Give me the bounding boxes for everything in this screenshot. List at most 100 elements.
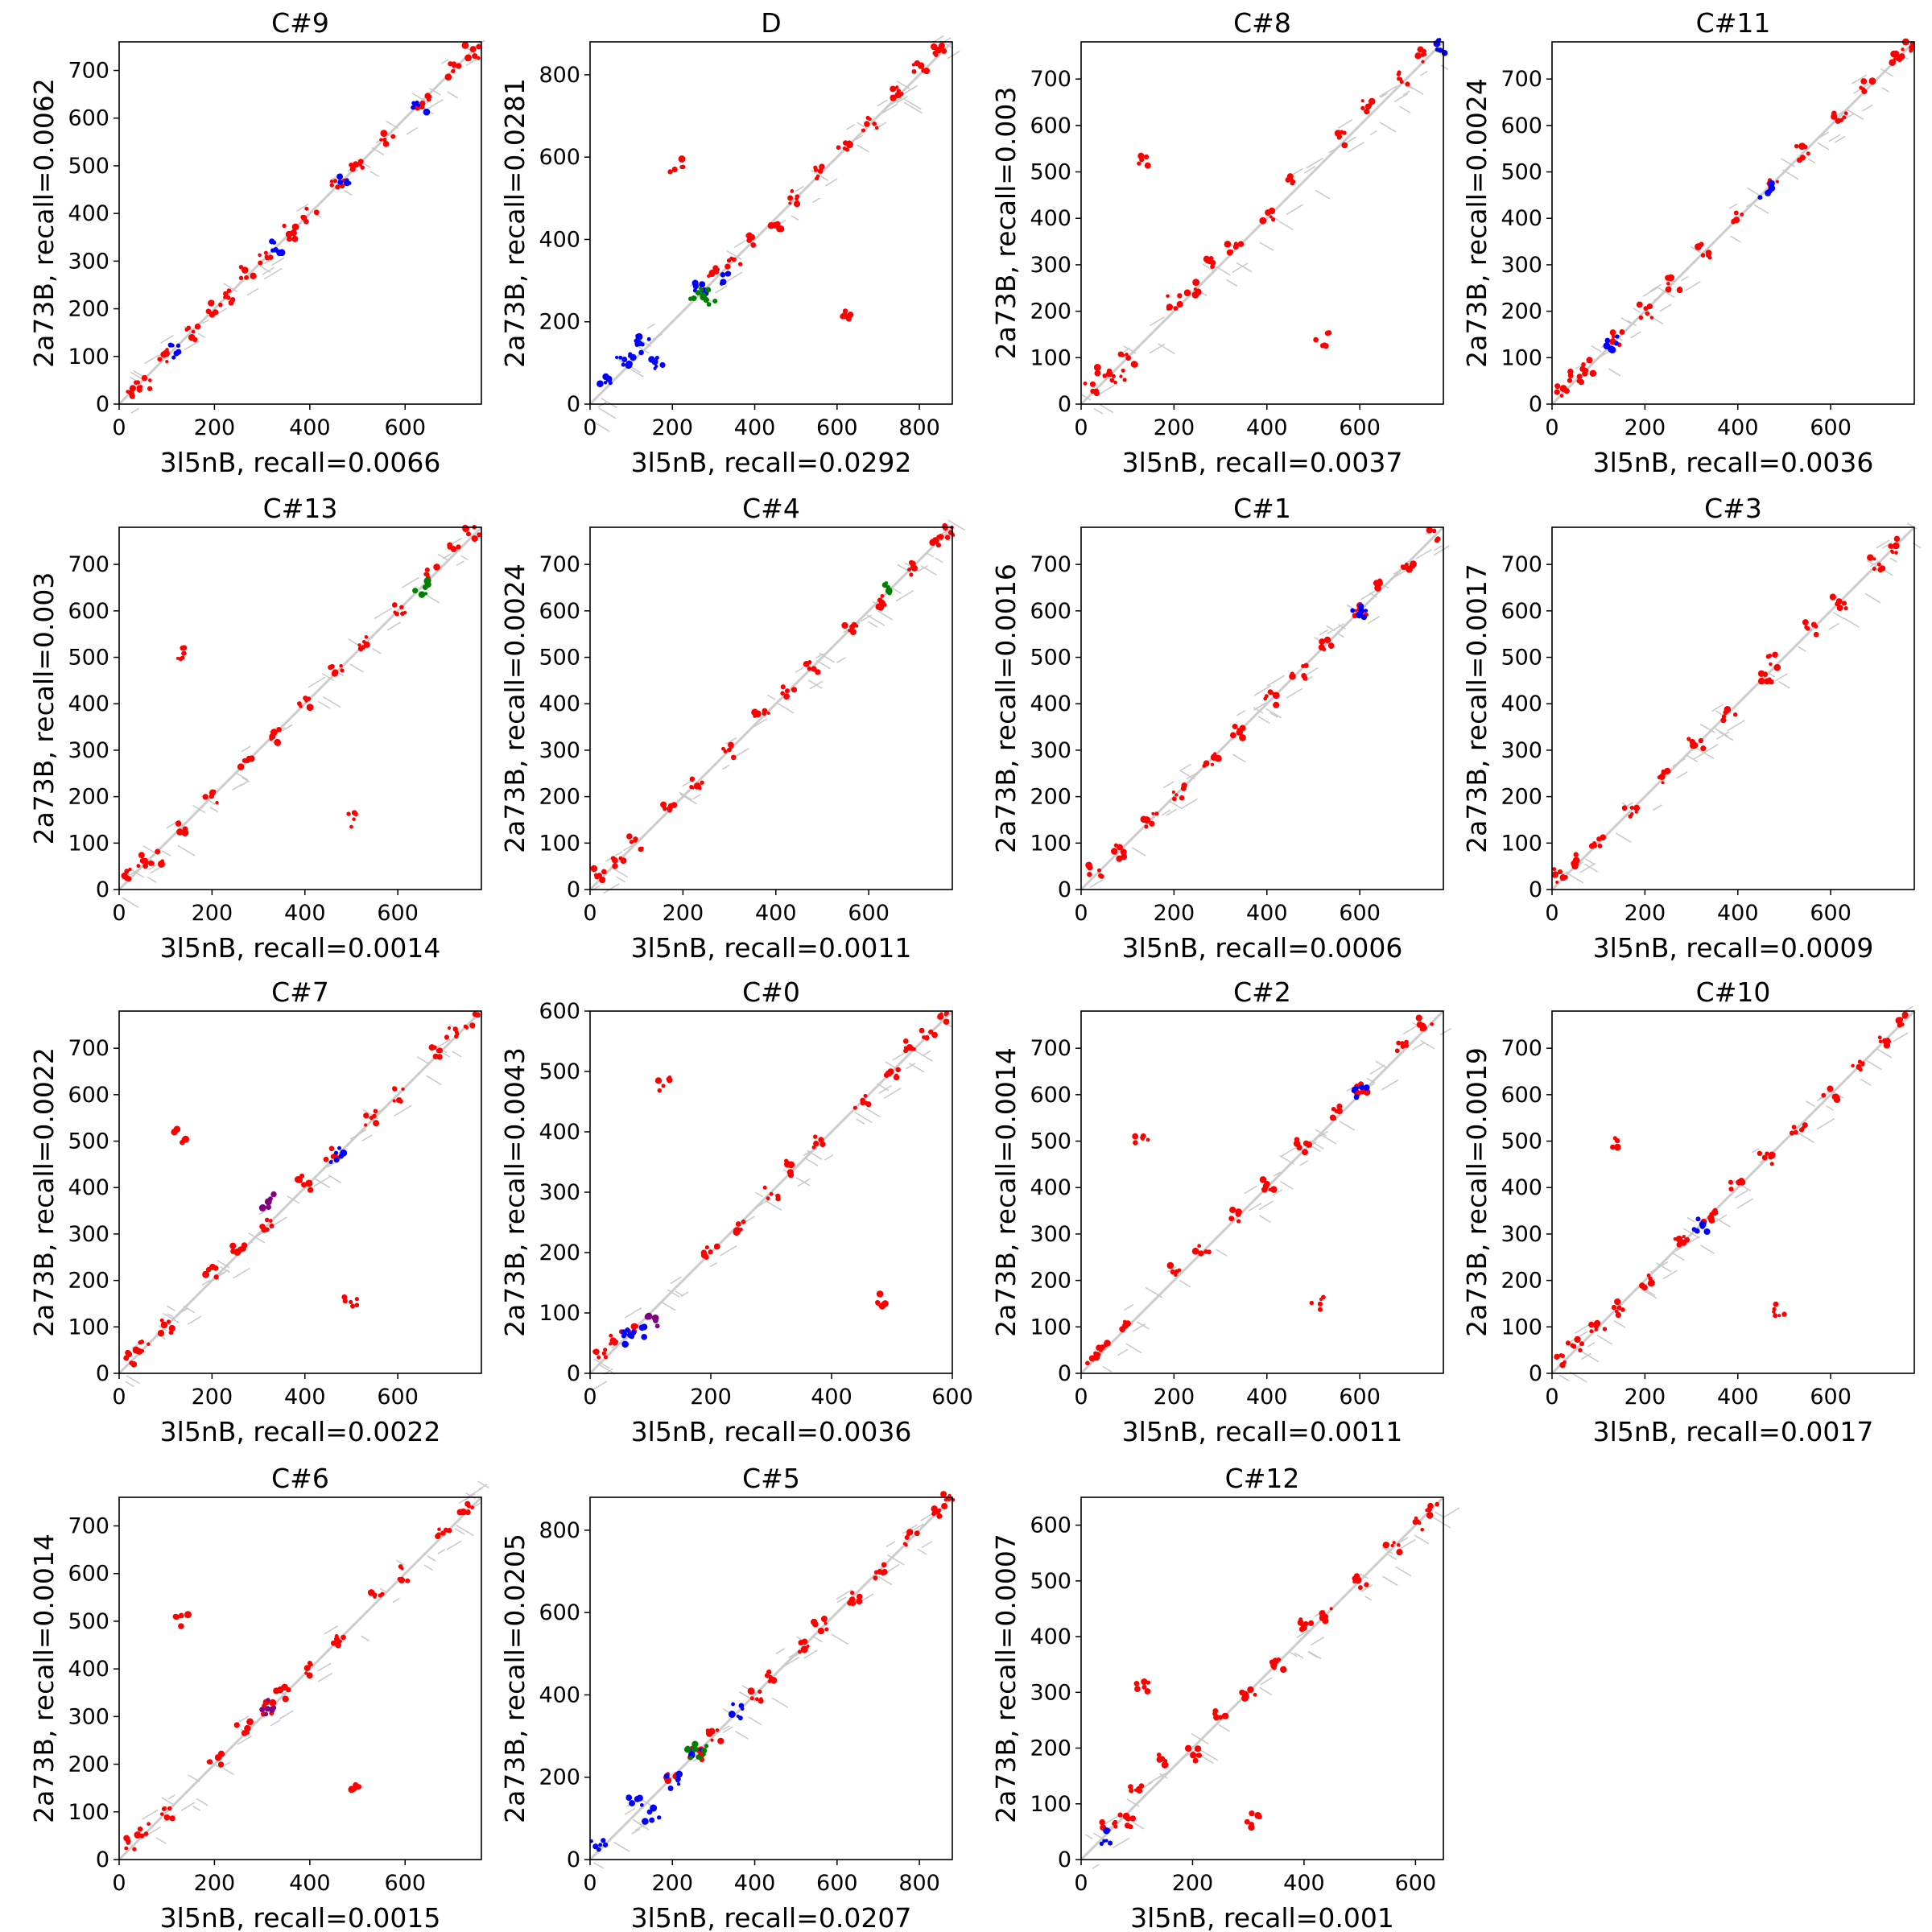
contact-point-red	[1085, 1360, 1090, 1366]
faint-contact	[296, 203, 309, 212]
faint-contact	[775, 1648, 786, 1655]
contact-point-red	[461, 41, 469, 49]
contact-point-red	[663, 806, 667, 811]
contact-point-red	[469, 46, 477, 53]
x-tick-label: 0	[112, 901, 126, 926]
contact-point-red	[1194, 280, 1199, 284]
faint-contact	[1232, 262, 1249, 274]
y-tick-label: 200	[68, 1269, 109, 1294]
faint-contact	[1659, 303, 1672, 312]
contact-point-red	[1559, 874, 1567, 881]
y-tick-label: 600	[1030, 1513, 1071, 1538]
contact-point-blue	[1768, 180, 1775, 188]
contact-point-blue	[642, 1818, 649, 1825]
contact-point-blue	[659, 361, 666, 368]
contact-point-red	[1270, 1186, 1278, 1193]
contact-point-red	[275, 739, 281, 746]
contact-point-red	[223, 291, 229, 297]
contact-point-red	[1728, 1179, 1734, 1185]
contact-point-blue	[699, 281, 706, 288]
x-tick-label: 400	[284, 1385, 326, 1410]
faint-contact	[187, 1315, 202, 1325]
faint-contact	[237, 1735, 253, 1745]
contact-point-red	[202, 1270, 210, 1278]
faint-contact	[904, 101, 923, 114]
contact-point-red	[390, 134, 396, 139]
y-tick-label: 500	[1030, 646, 1071, 671]
contact-point-red	[212, 789, 217, 794]
faint-contact	[1286, 687, 1303, 699]
y-tick-label: 600	[1030, 1083, 1071, 1108]
contact-point-blue	[1350, 608, 1356, 613]
contact-point-red	[1722, 716, 1726, 720]
contact-point-red	[881, 1300, 889, 1307]
faint-contact	[896, 95, 909, 104]
faint-contact	[1806, 1100, 1815, 1108]
contact-point-blue	[621, 362, 625, 367]
contact-point-red	[364, 635, 369, 639]
contact-point-blue	[423, 108, 431, 116]
contact-point-red	[1835, 1094, 1840, 1100]
contact-point-red	[169, 1815, 175, 1822]
faint-contact	[125, 1381, 134, 1388]
faint-contact	[1159, 1773, 1168, 1779]
contact-point-red	[726, 258, 732, 263]
x-axis-label: 3l5nB, recall=0.0022	[160, 1416, 441, 1447]
contact-point-red	[1170, 1269, 1175, 1275]
y-tick-label: 300	[1030, 1680, 1071, 1705]
contact-point-green	[423, 592, 428, 596]
faint-contact	[1692, 750, 1708, 761]
x-axis-label: 3l5nB, recall=0.0292	[631, 447, 912, 478]
contact-point-red	[1319, 1613, 1327, 1621]
faint-contact	[1360, 590, 1376, 601]
panel-8: 0 200 400 6000100200300400500600700C#33l5nB…	[1461, 493, 1922, 964]
contact-point-blue	[738, 1703, 745, 1709]
contact-point-red	[1773, 1301, 1779, 1307]
faint-contact	[287, 1195, 300, 1204]
faint-contact	[1199, 1749, 1219, 1761]
y-tick-label: 300	[1501, 1222, 1542, 1247]
faint-contact	[1244, 1185, 1258, 1195]
y-tick-label: 400	[68, 1657, 109, 1682]
x-tick-label: 600	[931, 1385, 973, 1410]
faint-contact	[825, 178, 838, 187]
faint-contact	[271, 1216, 287, 1227]
contact-point-blue	[328, 1160, 333, 1165]
x-tick-label: 400	[1246, 1385, 1288, 1410]
contact-point-red	[138, 852, 145, 859]
faint-contact	[831, 1633, 848, 1645]
faint-contact	[836, 656, 846, 663]
contact-point-red	[1567, 378, 1573, 383]
x-tick-label: 0	[112, 1871, 126, 1896]
contact-point-red	[1151, 811, 1155, 815]
y-tick-label: 200	[539, 1241, 580, 1265]
faint-contact	[811, 1635, 824, 1643]
faint-contact	[209, 807, 219, 813]
contact-point-red	[1360, 1089, 1365, 1095]
faint-contact	[1308, 1651, 1322, 1660]
contact-point-red	[1728, 1187, 1734, 1192]
contact-point-red	[873, 1575, 878, 1581]
contact-point-red	[724, 263, 731, 270]
contact-point-red	[138, 1340, 142, 1345]
contact-point-red	[614, 1340, 619, 1344]
contact-point-red	[1128, 1784, 1133, 1790]
faint-contact	[692, 794, 701, 800]
contact-point-red	[597, 873, 603, 878]
contact-point-red	[1909, 44, 1915, 51]
panel-5: 0 200 400 6000100200300400500600700C#133l5n…	[28, 493, 483, 964]
contact-point-red	[1415, 1014, 1422, 1022]
faint-contact	[1278, 221, 1294, 231]
contact-point-red	[1733, 210, 1739, 216]
plot-frame	[1080, 526, 1444, 890]
contact-point-red	[159, 1812, 164, 1816]
contact-point-red	[126, 390, 130, 394]
faint-contact	[1420, 1039, 1435, 1050]
contact-point-red	[349, 163, 354, 167]
contact-point-red	[783, 693, 791, 700]
contact-point-red	[1877, 567, 1884, 573]
contact-point-red	[791, 687, 798, 693]
contact-point-red	[1805, 625, 1810, 631]
contact-point-red	[609, 1333, 613, 1338]
faint-contact	[896, 80, 910, 89]
